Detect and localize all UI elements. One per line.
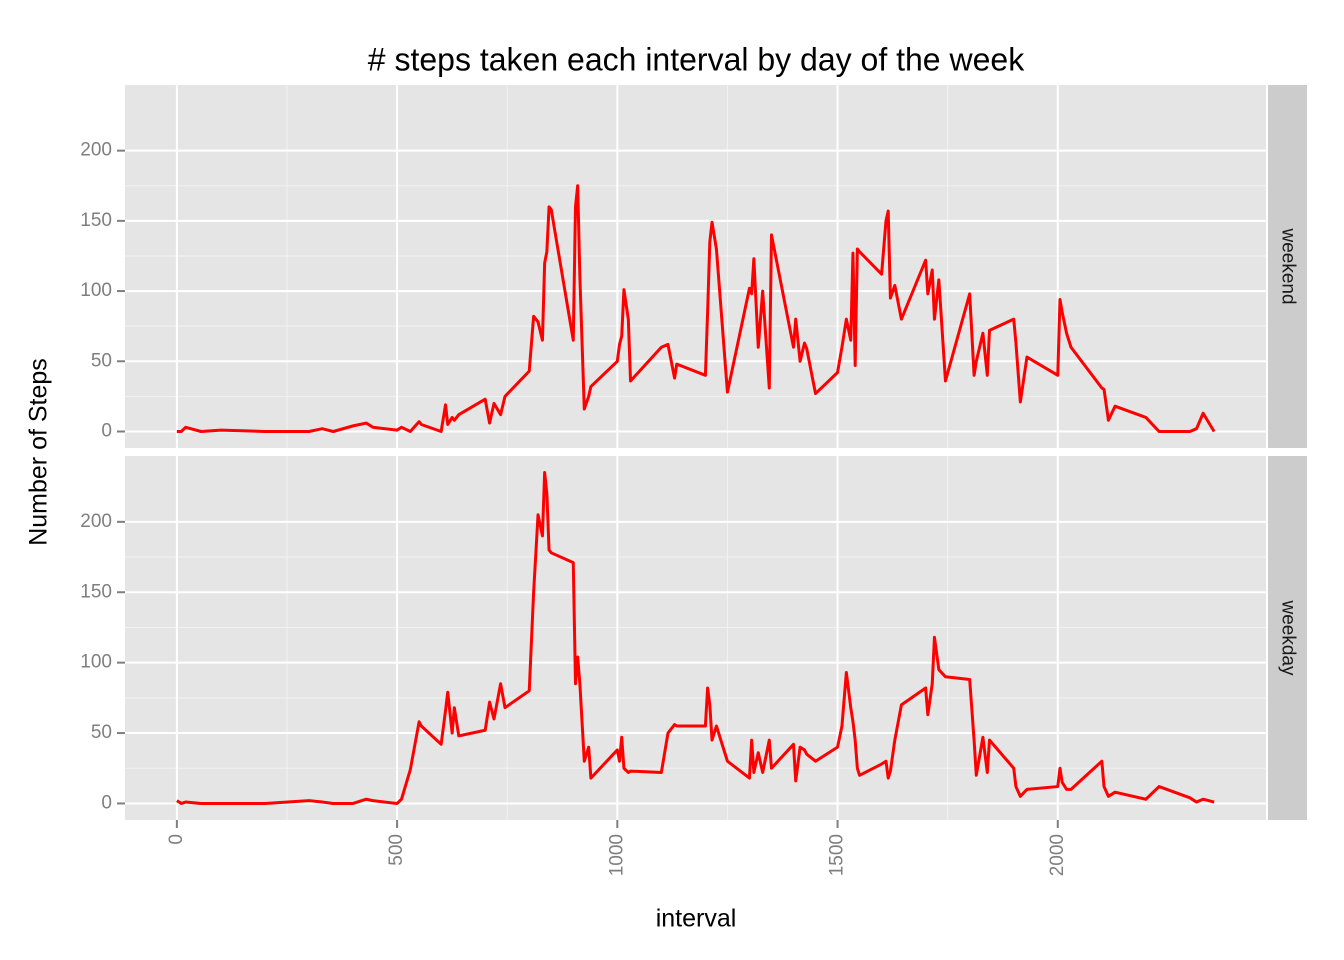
x-tick-label: 500: [386, 834, 407, 866]
y-tick-label: 50: [91, 722, 112, 743]
y-tick-label: 100: [80, 652, 112, 673]
panel-background: [125, 85, 1266, 448]
facet-label: weekday: [1277, 600, 1298, 676]
y-tick-label: 150: [80, 581, 112, 602]
series-line: [176, 471, 1215, 805]
y-tick-label: 0: [101, 421, 112, 442]
x-tick-label: 1000: [606, 834, 627, 876]
facet-strip: [1268, 85, 1307, 448]
y-tick-label: 100: [80, 280, 112, 301]
series-line: [176, 184, 1216, 433]
x-axis-title: interval: [656, 905, 737, 933]
y-tick-label: 0: [101, 792, 112, 813]
x-tick-label: 2000: [1047, 834, 1068, 876]
y-tick-label: 200: [80, 511, 112, 532]
x-tick-label: 0: [166, 834, 187, 845]
y-tick-label: 200: [80, 140, 112, 161]
facet-label: weekend: [1277, 227, 1298, 304]
facet-strip: [1268, 456, 1307, 820]
x-tick-label: 1500: [827, 834, 848, 876]
panel-background: [125, 456, 1266, 820]
y-tick-label: 150: [80, 210, 112, 231]
y-axis-title: Number of Steps: [25, 358, 53, 546]
y-tick-label: 50: [91, 350, 112, 371]
chart-title: # steps taken each interval by day of th…: [368, 41, 1025, 77]
